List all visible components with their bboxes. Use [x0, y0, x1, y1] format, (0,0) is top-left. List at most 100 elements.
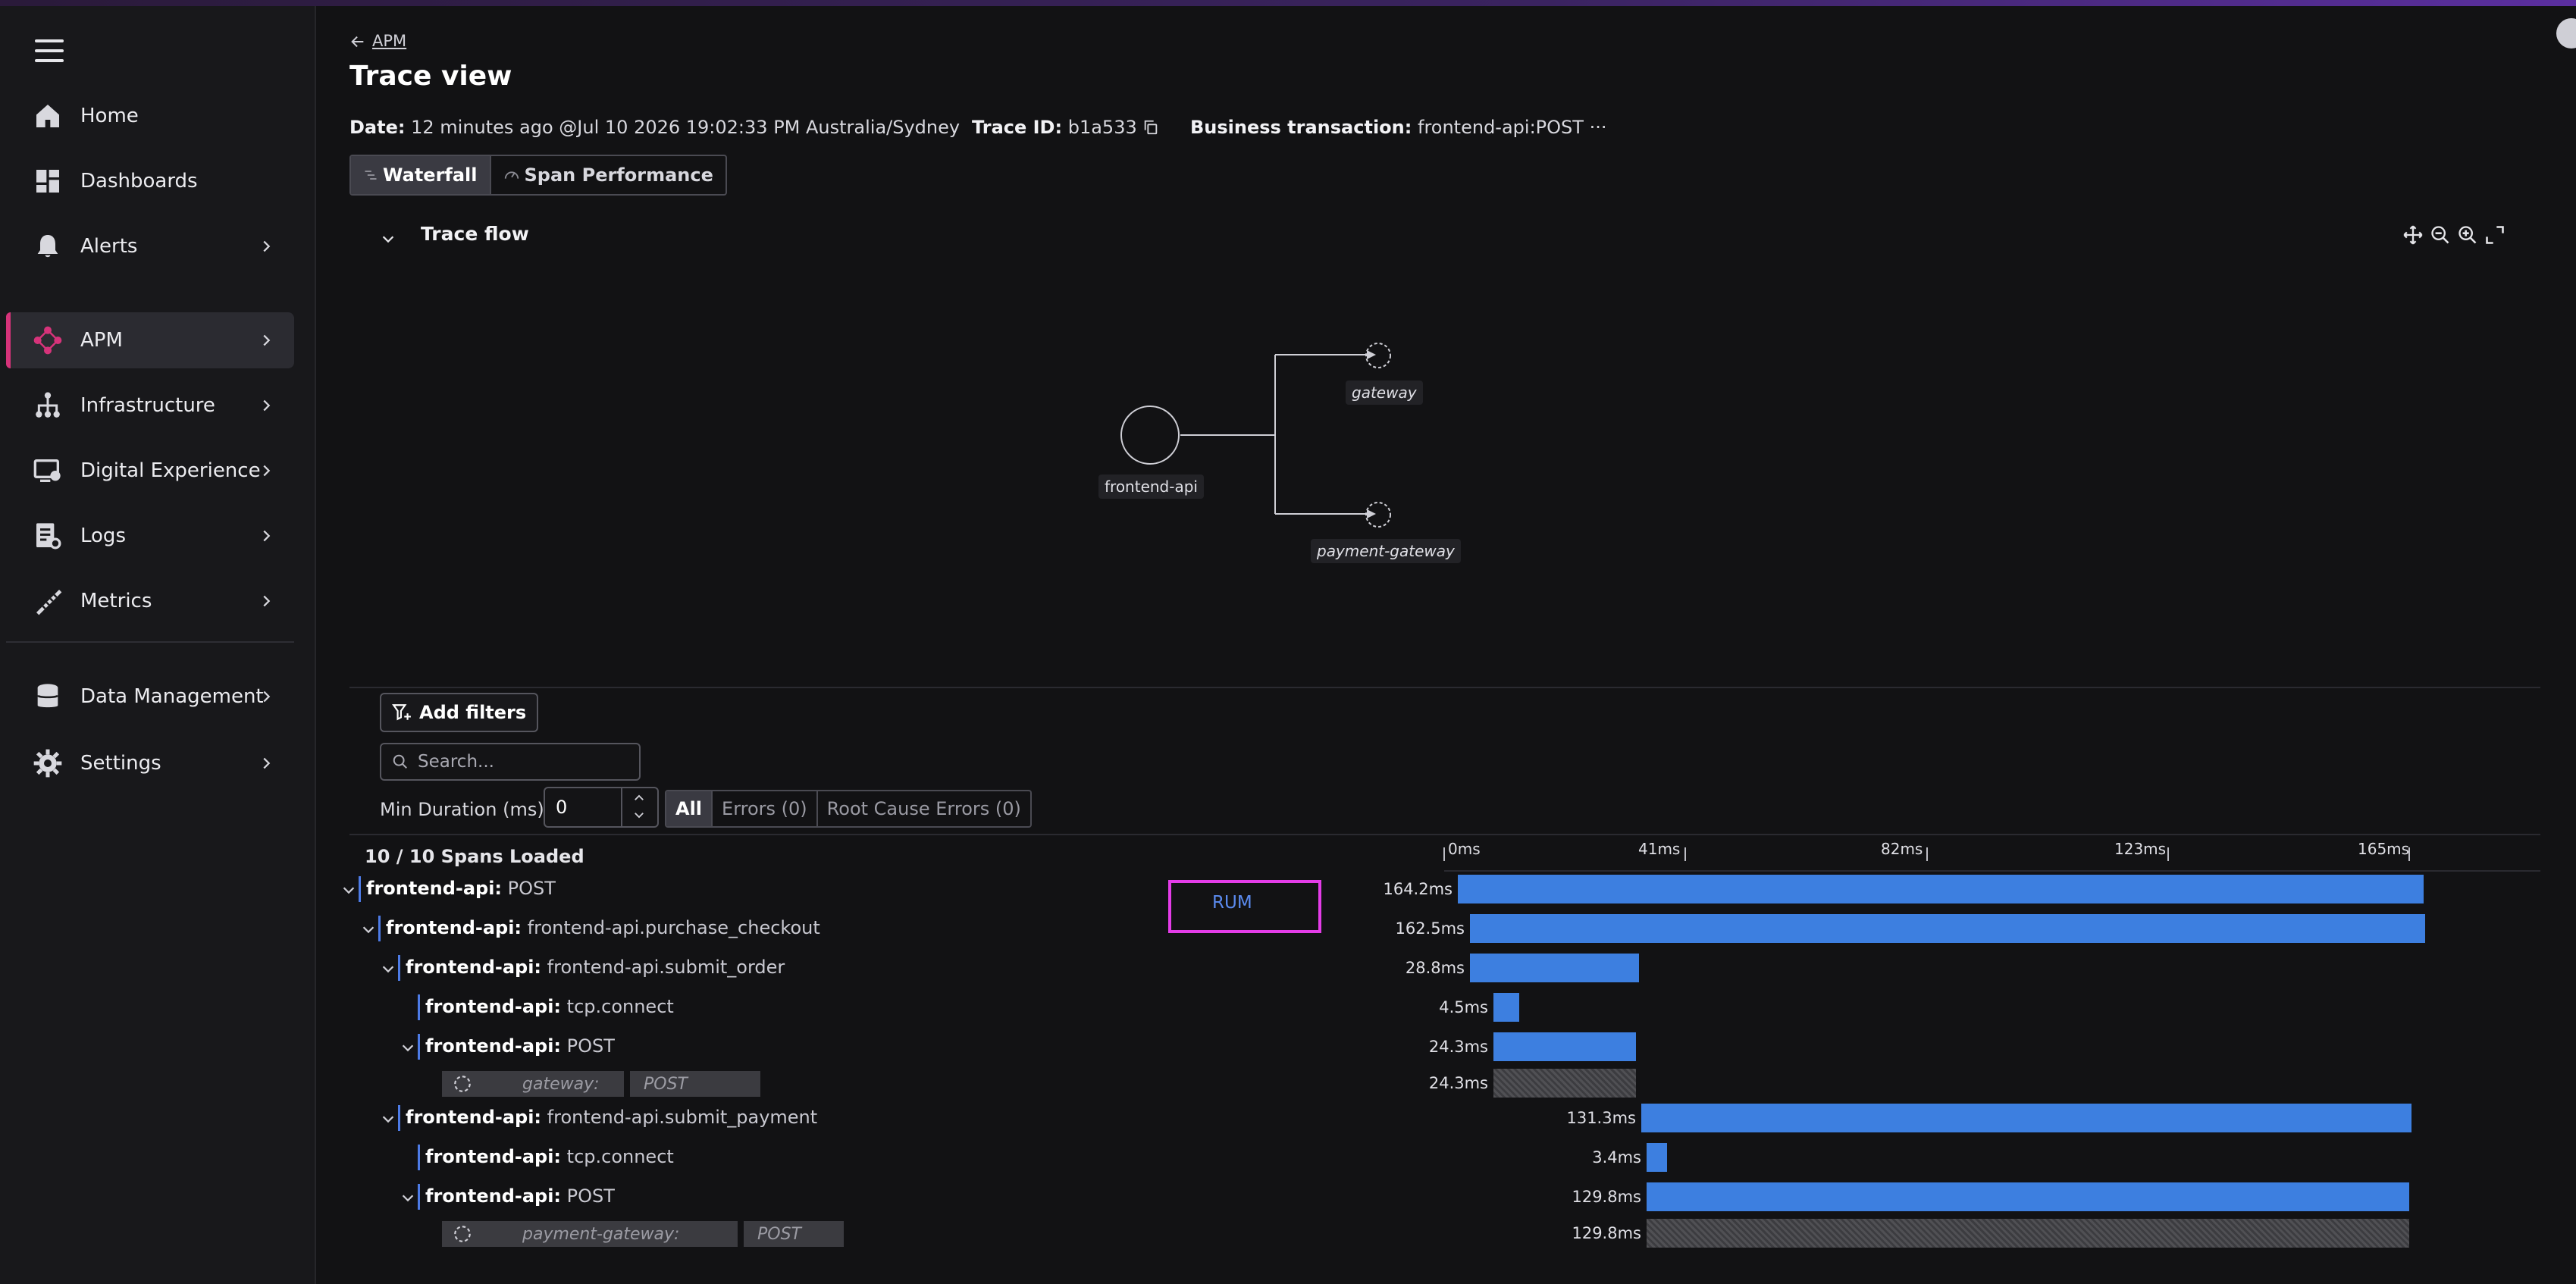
span-bar[interactable] — [1493, 1032, 1636, 1061]
logs-icon — [36, 523, 61, 550]
chevron-up-icon[interactable] — [632, 791, 646, 805]
span-operation: POST — [502, 878, 556, 899]
chevron-down-icon[interactable] — [400, 1189, 416, 1206]
span-bar[interactable] — [1470, 914, 2425, 943]
chevron-down-icon[interactable] — [380, 1110, 396, 1127]
side-panel-toggle[interactable] — [2556, 18, 2576, 49]
more-icon[interactable]: ··· — [1589, 117, 1607, 138]
chevron-down-icon[interactable] — [632, 808, 646, 822]
inferred-service-name: gateway: — [522, 1074, 600, 1094]
sidebar-item-settings[interactable]: Settings — [6, 735, 294, 791]
tab-span-performance[interactable]: Span Performance — [489, 156, 725, 194]
sidebar-item-home[interactable]: Home — [6, 88, 294, 144]
pan-icon[interactable] — [2402, 224, 2424, 246]
span-bar[interactable] — [1647, 1143, 1667, 1172]
tab-label: Waterfall — [383, 164, 478, 186]
sidebar-item-logs[interactable]: Logs — [6, 508, 294, 564]
span-duration: 162.5ms — [1395, 919, 1465, 938]
span-bar[interactable] — [1493, 1069, 1636, 1098]
copy-icon[interactable] — [1142, 119, 1159, 136]
span-name[interactable]: frontend-api: POST — [366, 878, 556, 899]
span-name[interactable]: frontend-api: frontend-api.submit_paymen… — [406, 1107, 817, 1128]
span-service: frontend-api: — [425, 1146, 562, 1167]
tick-mark — [2167, 847, 2169, 861]
sidebar-item-metrics[interactable]: Metrics — [6, 573, 294, 629]
span-operation: frontend-api.purchase_checkout — [522, 917, 820, 938]
span-bar[interactable] — [1641, 1104, 2411, 1132]
node-label-frontend-api: frontend-api — [1098, 474, 1204, 499]
span-name[interactable]: frontend-api: frontend-api.purchase_chec… — [386, 917, 820, 938]
sidebar-item-data-management[interactable]: Data Management — [6, 669, 294, 725]
chevron-down-icon[interactable] — [400, 1039, 416, 1056]
span-operation: POST — [561, 1035, 615, 1057]
chevron-down-icon[interactable] — [380, 960, 396, 977]
sidebar-item-digital-experience[interactable]: Digital Experience — [6, 443, 294, 499]
chevron-right-icon — [263, 691, 271, 703]
segment-errors[interactable]: Errors (0) — [711, 791, 816, 826]
span-duration: 131.3ms — [1566, 1109, 1636, 1127]
sidebar-item-dashboards[interactable]: Dashboards — [6, 153, 294, 209]
sidebar-item-label: Metrics — [80, 590, 152, 612]
span-bar[interactable] — [1470, 954, 1639, 982]
node-payment-gateway[interactable] — [1364, 500, 1393, 529]
add-filters-label: Add filters — [419, 702, 527, 723]
gauge-icon — [504, 171, 519, 179]
span-indent-marker — [378, 916, 381, 941]
waterfall-divider — [349, 834, 2540, 835]
digital-experience-icon — [33, 459, 61, 482]
min-duration-value: 0 — [556, 797, 568, 818]
chevron-right-icon — [263, 530, 271, 542]
segment-root-cause-errors[interactable]: Root Cause Errors (0) — [816, 791, 1030, 826]
span-bar[interactable] — [1647, 1219, 2409, 1248]
span-name[interactable]: frontend-api: POST — [425, 1185, 615, 1207]
tick-mark — [2408, 847, 2410, 861]
span-name[interactable]: frontend-api: tcp.connect — [425, 996, 674, 1017]
inferred-service-label[interactable]: payment-gateway: — [442, 1221, 738, 1247]
span-name[interactable]: frontend-api: tcp.connect — [425, 1146, 674, 1167]
min-duration-stepper[interactable]: 0 — [544, 787, 659, 828]
node-frontend-api[interactable] — [1120, 405, 1180, 465]
sidebar-item-alerts[interactable]: Alerts — [6, 218, 294, 274]
segment-all[interactable]: All — [666, 791, 712, 826]
inferred-service-label[interactable]: gateway: — [442, 1071, 624, 1097]
span-name[interactable]: frontend-api: frontend-api.submit_order — [406, 957, 785, 978]
tab-waterfall[interactable]: Waterfall — [351, 156, 490, 194]
sidebar-item-infrastructure[interactable]: Infrastructure — [6, 377, 294, 434]
sidebar-item-label: Infrastructure — [80, 394, 215, 417]
trace-flow-title[interactable]: Trace flow — [421, 223, 529, 245]
zoom-out-icon[interactable] — [2430, 224, 2451, 246]
span-duration: 129.8ms — [1572, 1224, 1641, 1242]
metrics-icon — [36, 590, 62, 615]
trace-flow-graph: frontend-api gateway payment-gateway — [316, 264, 2576, 688]
node-gateway[interactable] — [1364, 341, 1393, 370]
span-bar[interactable] — [1458, 875, 2424, 903]
sidebar-item-apm[interactable]: APM — [6, 312, 294, 368]
graph-edges — [1180, 350, 1376, 518]
stepper-controls[interactable] — [621, 788, 657, 826]
rum-link[interactable]: RUM — [1212, 893, 1252, 913]
span-indent-marker — [418, 1034, 420, 1060]
span-duration: 24.3ms — [1428, 1074, 1488, 1092]
chevron-down-icon[interactable] — [380, 230, 396, 247]
date-label: Date: — [349, 117, 406, 138]
trace-date: Date: 12 minutes ago @Jul 10 2026 19:02:… — [349, 117, 960, 138]
menu-icon[interactable] — [35, 39, 64, 62]
search-input[interactable] — [416, 750, 631, 773]
chevron-down-icon[interactable] — [360, 921, 377, 938]
chevron-down-icon[interactable] — [340, 882, 357, 898]
breadcrumb-apm[interactable]: APM — [372, 32, 407, 50]
tick-mark — [1684, 847, 1686, 861]
span-bar[interactable] — [1647, 1182, 2409, 1211]
fullscreen-icon[interactable] — [2484, 224, 2505, 246]
back-arrow-icon[interactable] — [349, 33, 366, 50]
span-operation: frontend-api.submit_payment — [541, 1107, 818, 1128]
span-name[interactable]: frontend-api: POST — [425, 1035, 615, 1057]
database-icon — [36, 684, 59, 708]
business-transaction-label: Business transaction: — [1190, 117, 1412, 138]
add-filters-button[interactable]: Add filters — [380, 693, 539, 732]
node-label-payment-gateway: payment-gateway — [1311, 539, 1461, 563]
span-bar[interactable] — [1493, 993, 1519, 1022]
waterfall-icon — [365, 170, 377, 180]
zoom-in-icon[interactable] — [2457, 224, 2478, 246]
chevron-right-icon — [263, 465, 271, 477]
